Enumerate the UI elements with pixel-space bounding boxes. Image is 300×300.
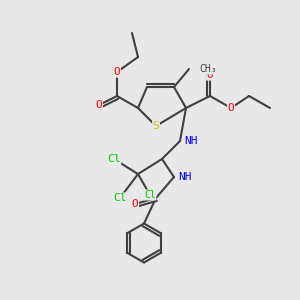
Text: CH₃: CH₃ bbox=[200, 64, 217, 74]
Text: O: O bbox=[132, 199, 138, 209]
Text: Cl: Cl bbox=[144, 190, 156, 200]
Text: S: S bbox=[153, 121, 159, 131]
Text: NH: NH bbox=[184, 136, 198, 146]
Text: O: O bbox=[207, 70, 213, 80]
Text: O: O bbox=[114, 67, 120, 77]
Text: O: O bbox=[228, 103, 234, 113]
Text: Cl: Cl bbox=[113, 193, 127, 203]
Text: O: O bbox=[96, 100, 102, 110]
Text: Cl: Cl bbox=[107, 154, 121, 164]
Text: NH: NH bbox=[178, 172, 192, 182]
